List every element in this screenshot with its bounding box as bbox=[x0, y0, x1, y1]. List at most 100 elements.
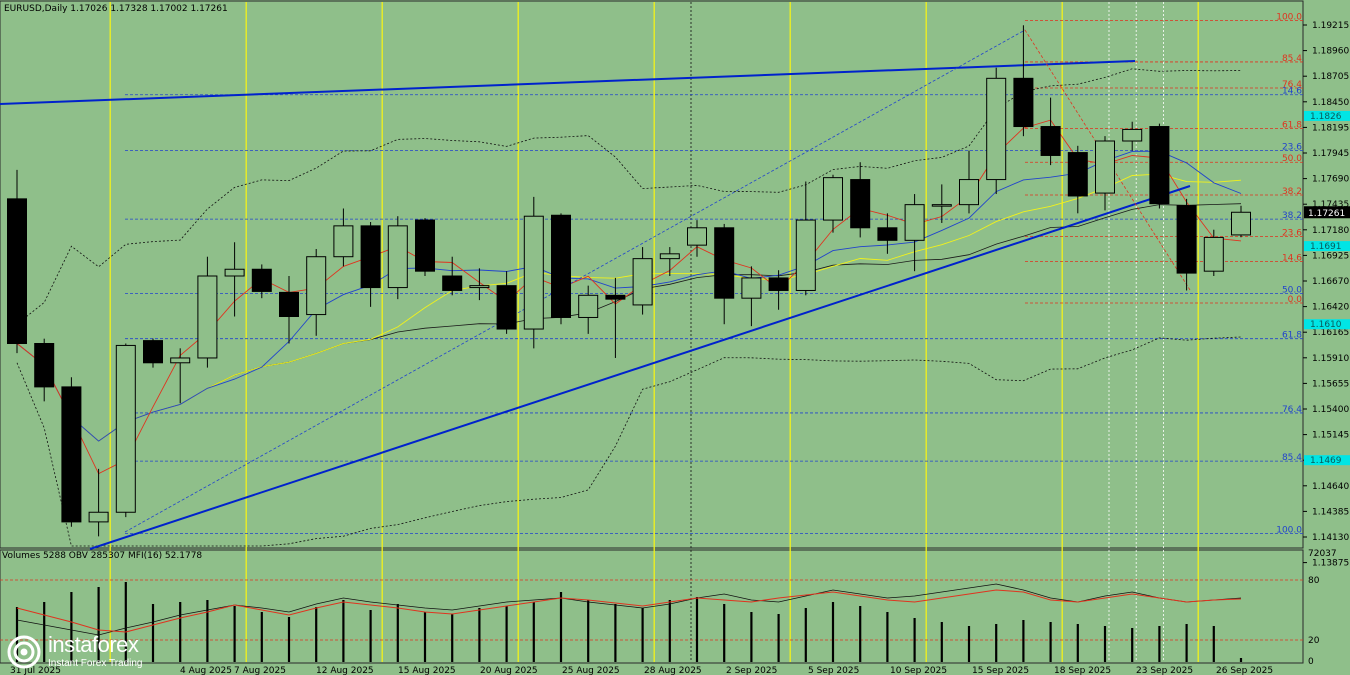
instaforex-logo: instaforex Instant Forex Trading bbox=[6, 630, 181, 672]
candle-bear bbox=[605, 294, 626, 300]
candle-bull bbox=[224, 268, 245, 277]
candle-bull bbox=[931, 204, 952, 207]
fib-blue-label: 23.6 bbox=[1282, 143, 1302, 153]
candles bbox=[7, 25, 1251, 537]
date-tick-label: 7 Aug 2025 bbox=[234, 666, 286, 675]
fib-blue-label: 38.2 bbox=[1282, 211, 1302, 221]
fib-red-label: 76.4 bbox=[1282, 80, 1302, 90]
indicator-tick-label: 20 bbox=[1308, 636, 1320, 646]
candle-bull bbox=[1095, 140, 1115, 194]
candle-bear bbox=[1013, 77, 1034, 128]
indicator-tick-label: 72037 bbox=[1308, 549, 1337, 559]
candle-bull bbox=[578, 294, 599, 318]
lower-trendline bbox=[89, 185, 1191, 550]
lower-band bbox=[16, 336, 1242, 547]
candle-bull bbox=[904, 204, 925, 241]
mfi-line bbox=[16, 589, 1242, 633]
date-tick-label: 15 Aug 2025 bbox=[398, 666, 456, 675]
logo-name: instaforex bbox=[48, 632, 139, 657]
candle-bear bbox=[7, 198, 27, 344]
date-tick-label: 10 Sep 2025 bbox=[890, 666, 947, 675]
cyan-price-marker bbox=[1304, 455, 1350, 466]
fib-blue-label: 85.4 bbox=[1282, 453, 1302, 463]
price-tick-label: 1.18450 bbox=[1312, 98, 1349, 108]
fib-red-label: 100.0 bbox=[1276, 12, 1302, 22]
candle-bull bbox=[741, 277, 762, 299]
candle-bull bbox=[197, 275, 218, 359]
cyan-price-label: 1.1469 bbox=[1310, 456, 1342, 466]
ma-blue-line bbox=[16, 150, 1242, 442]
candle-bear bbox=[551, 214, 571, 318]
obv-line bbox=[16, 583, 1242, 636]
price-tick-label: 1.17180 bbox=[1312, 226, 1349, 236]
candle-bear bbox=[496, 285, 517, 330]
candle-bull bbox=[1203, 236, 1224, 272]
price-tick-label: 1.16670 bbox=[1312, 277, 1349, 287]
candle-bull bbox=[170, 357, 191, 364]
candle-bear bbox=[442, 275, 463, 291]
candle-bull bbox=[115, 344, 136, 513]
candle-bull bbox=[387, 225, 408, 289]
fib-red-label: 14.6 bbox=[1282, 254, 1302, 264]
candle-bull bbox=[959, 179, 979, 206]
candle-bear bbox=[61, 386, 82, 523]
candle-bear bbox=[714, 227, 735, 299]
date-tick-label: 18 Sep 2025 bbox=[1054, 666, 1111, 675]
fib-blue-label: 61.8 bbox=[1282, 331, 1302, 341]
candle-bull bbox=[333, 225, 354, 258]
date-tick-label: 5 Sep 2025 bbox=[808, 666, 859, 675]
cyan-price-marker bbox=[1304, 241, 1350, 252]
candle-bear bbox=[143, 340, 163, 364]
candle-bear bbox=[360, 225, 381, 289]
fib-blue-label: 100.0 bbox=[1276, 525, 1302, 535]
candle-bear bbox=[279, 291, 299, 317]
candle-bear bbox=[768, 277, 789, 291]
candle-bear bbox=[1149, 126, 1170, 205]
price-tick-label: 1.14385 bbox=[1312, 507, 1349, 517]
price-tick-label: 1.15400 bbox=[1312, 405, 1349, 415]
trendlines bbox=[0, 29, 1191, 550]
fib-blue-label: 76.4 bbox=[1282, 405, 1302, 415]
logo-mark-icon bbox=[7, 635, 41, 669]
upper-trendline bbox=[0, 60, 1136, 105]
date-axis: 31 Jul 2025 4 Aug 2025 7 Aug 2025 12 Aug 20… bbox=[10, 666, 1273, 675]
indicator-tick-label: 0 bbox=[1308, 657, 1314, 667]
price-tick-label: 1.15145 bbox=[1312, 431, 1349, 441]
current-price-box bbox=[1304, 206, 1350, 219]
candle-bear bbox=[1176, 205, 1197, 274]
candle-bear bbox=[877, 227, 898, 241]
price-tick-label: 1.15910 bbox=[1312, 354, 1349, 364]
candle-bull bbox=[1231, 211, 1251, 236]
price-tick-label: 1.15655 bbox=[1312, 379, 1349, 389]
cyan-price-marker bbox=[1304, 319, 1350, 330]
fib-red-anchor bbox=[1024, 29, 1191, 291]
candle-bull bbox=[523, 215, 544, 330]
fib-red-label: 85.4 bbox=[1282, 54, 1302, 64]
price-tick-label: 1.19215 bbox=[1312, 21, 1349, 31]
price-tick-label: 1.18960 bbox=[1312, 47, 1349, 57]
date-tick-label: 20 Aug 2025 bbox=[480, 666, 538, 675]
candle-bull bbox=[469, 285, 490, 289]
fibonacci-levels: 100.0 85.4 76.4 61.8 50.0 38.2 23.6 14.6 0.0 14.6… bbox=[125, 12, 1303, 535]
indicator-tick-label: 80 bbox=[1308, 576, 1320, 586]
symbol-header: EURUSD,Daily 1.17026 1.17328 1.17002 1.1… bbox=[4, 4, 228, 14]
price-tick-label: 1.18705 bbox=[1312, 72, 1349, 82]
ma-yellow-line bbox=[16, 173, 1242, 442]
date-tick-label: 23 Sep 2025 bbox=[1136, 666, 1193, 675]
price-tick-label: 1.16165 bbox=[1312, 328, 1349, 338]
cyan-price-label: 1.1826 bbox=[1310, 112, 1342, 122]
price-tick-label: 1.14130 bbox=[1312, 533, 1349, 543]
candle-bear bbox=[251, 268, 272, 292]
date-tick-label: 31 Jul 2025 bbox=[10, 666, 61, 675]
moving-averages bbox=[16, 119, 1242, 475]
candle-bull bbox=[659, 253, 680, 260]
price-tick-label: 1.14640 bbox=[1312, 482, 1349, 492]
fib-blue-label: 50.0 bbox=[1282, 285, 1302, 295]
price-tick-label: 1.13875 bbox=[1312, 559, 1349, 569]
candle-bear bbox=[1067, 152, 1088, 197]
candle-bull bbox=[823, 177, 843, 221]
candle-bull bbox=[687, 227, 707, 246]
candle-bull bbox=[795, 219, 816, 291]
price-tick-label: 1.16925 bbox=[1312, 251, 1349, 261]
